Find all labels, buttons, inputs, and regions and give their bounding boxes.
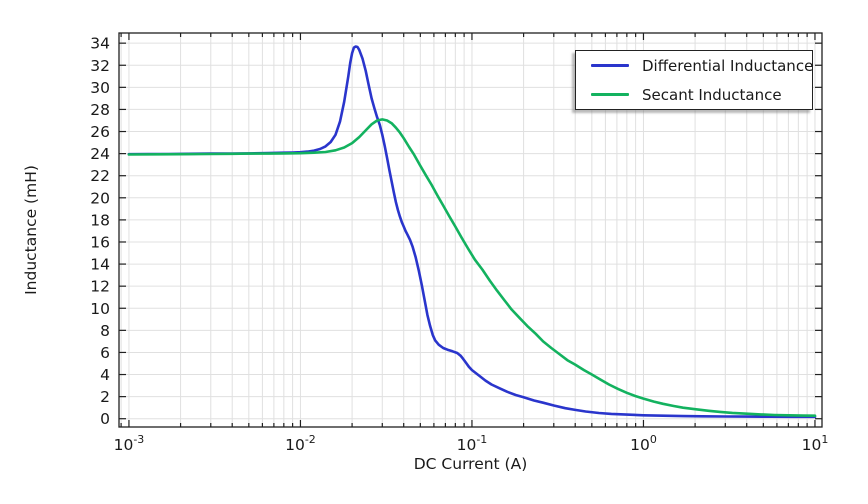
series-line-secant-inductance: [127, 118, 817, 418]
y-tick-label: 32: [90, 57, 110, 75]
y-tick-label: 18: [90, 211, 110, 229]
legend-swatch-secant: [591, 93, 629, 96]
legend-entry-secant: Secant Inductance: [576, 80, 812, 109]
y-tick-label: 26: [90, 123, 110, 141]
y-tick-label: 6: [100, 344, 110, 362]
x-tick-label: 10-3: [114, 433, 145, 454]
legend-swatch-differential: [591, 64, 629, 67]
legend-label-secant: Secant Inductance: [642, 85, 782, 104]
legend-entry-differential: Differential Inductance: [576, 51, 814, 80]
legend: Differential Inductance Secant Inductanc…: [575, 50, 813, 110]
y-tick-label: 28: [90, 101, 110, 119]
y-tick-label: 4: [100, 366, 110, 384]
legend-label-differential: Differential Inductance: [642, 56, 814, 75]
y-tick-label: 22: [90, 167, 110, 185]
tick-marks: [119, 33, 822, 427]
x-tick-label: 101: [802, 433, 829, 454]
y-axis-label: Inductance (mH): [22, 165, 40, 295]
gridlines: [119, 33, 822, 427]
y-tick-label: 30: [90, 79, 110, 97]
series-line-differential-inductance: [127, 45, 817, 419]
plot-frame: [118, 32, 823, 428]
y-tick-label: 8: [100, 322, 110, 340]
y-tick-label: 10: [90, 300, 110, 318]
y-tick-label: 20: [90, 189, 110, 207]
x-tick-label: 10-2: [285, 433, 316, 454]
y-tick-label: 0: [100, 410, 110, 428]
x-tick-labels: 10-3 10-2 10-1 100 101: [114, 433, 829, 454]
y-tick-label: 16: [90, 233, 110, 251]
x-axis-label: DC Current (A): [414, 455, 528, 473]
y-tick-label: 14: [90, 256, 110, 274]
y-tick-label: 12: [90, 278, 110, 296]
x-tick-label: 10-1: [457, 433, 488, 454]
y-tick-label: 34: [90, 35, 110, 53]
y-tick-label: 2: [100, 388, 110, 406]
x-tick-label: 100: [630, 433, 657, 454]
series: [127, 45, 817, 419]
y-tick-label: 24: [90, 145, 110, 163]
